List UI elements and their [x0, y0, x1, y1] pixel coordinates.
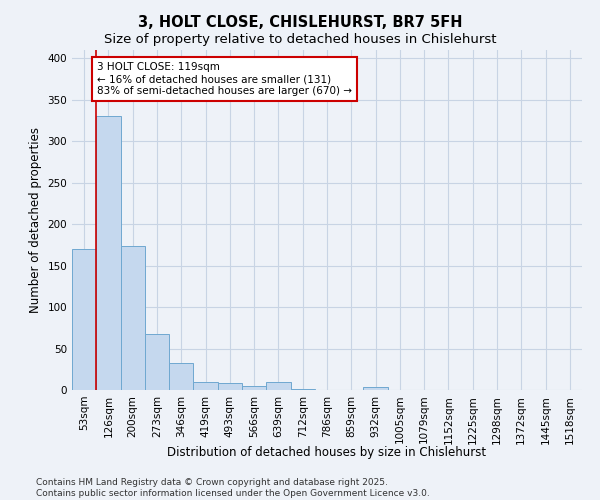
Bar — [193, 382, 218, 390]
Y-axis label: Number of detached properties: Number of detached properties — [29, 127, 42, 313]
Text: Contains HM Land Registry data © Crown copyright and database right 2025.
Contai: Contains HM Land Registry data © Crown c… — [36, 478, 430, 498]
Bar — [169, 362, 193, 390]
Bar — [145, 334, 169, 390]
Bar — [72, 249, 96, 390]
Bar — [218, 382, 242, 390]
X-axis label: Distribution of detached houses by size in Chislehurst: Distribution of detached houses by size … — [167, 446, 487, 460]
Bar — [364, 386, 388, 390]
Text: Size of property relative to detached houses in Chislehurst: Size of property relative to detached ho… — [104, 32, 496, 46]
Bar — [121, 246, 145, 390]
Text: 3 HOLT CLOSE: 119sqm
← 16% of detached houses are smaller (131)
83% of semi-deta: 3 HOLT CLOSE: 119sqm ← 16% of detached h… — [97, 62, 352, 96]
Bar — [266, 382, 290, 390]
Text: 3, HOLT CLOSE, CHISLEHURST, BR7 5FH: 3, HOLT CLOSE, CHISLEHURST, BR7 5FH — [138, 15, 462, 30]
Bar — [290, 389, 315, 390]
Bar — [242, 386, 266, 390]
Bar — [96, 116, 121, 390]
